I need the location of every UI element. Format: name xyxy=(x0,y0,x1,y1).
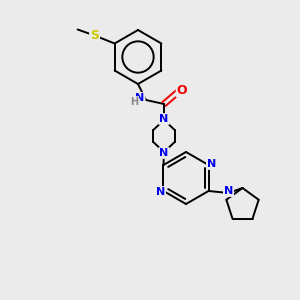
Text: N: N xyxy=(224,186,233,196)
Text: N: N xyxy=(156,187,165,197)
Text: N: N xyxy=(207,159,216,169)
Text: N: N xyxy=(159,114,169,124)
Text: H: H xyxy=(130,97,138,107)
Text: N: N xyxy=(159,148,169,158)
Text: N: N xyxy=(135,93,145,103)
Text: O: O xyxy=(177,83,187,97)
Text: S: S xyxy=(90,29,99,42)
